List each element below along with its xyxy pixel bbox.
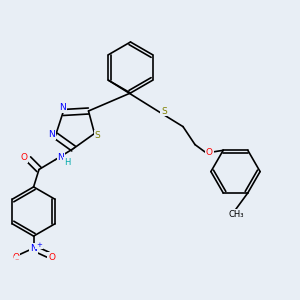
- Text: O: O: [206, 148, 213, 157]
- Text: S: S: [94, 131, 100, 140]
- Text: O: O: [12, 253, 19, 262]
- Text: N: N: [49, 130, 55, 139]
- Text: O: O: [20, 153, 28, 162]
- Text: +: +: [36, 242, 42, 248]
- Text: N: N: [30, 244, 37, 253]
- Text: ⁻: ⁻: [15, 257, 19, 266]
- Text: N: N: [60, 103, 66, 112]
- Text: S: S: [161, 106, 167, 116]
- Text: CH₃: CH₃: [228, 210, 244, 219]
- Text: O: O: [48, 253, 55, 262]
- Text: N: N: [58, 153, 64, 162]
- Text: H: H: [64, 158, 70, 167]
